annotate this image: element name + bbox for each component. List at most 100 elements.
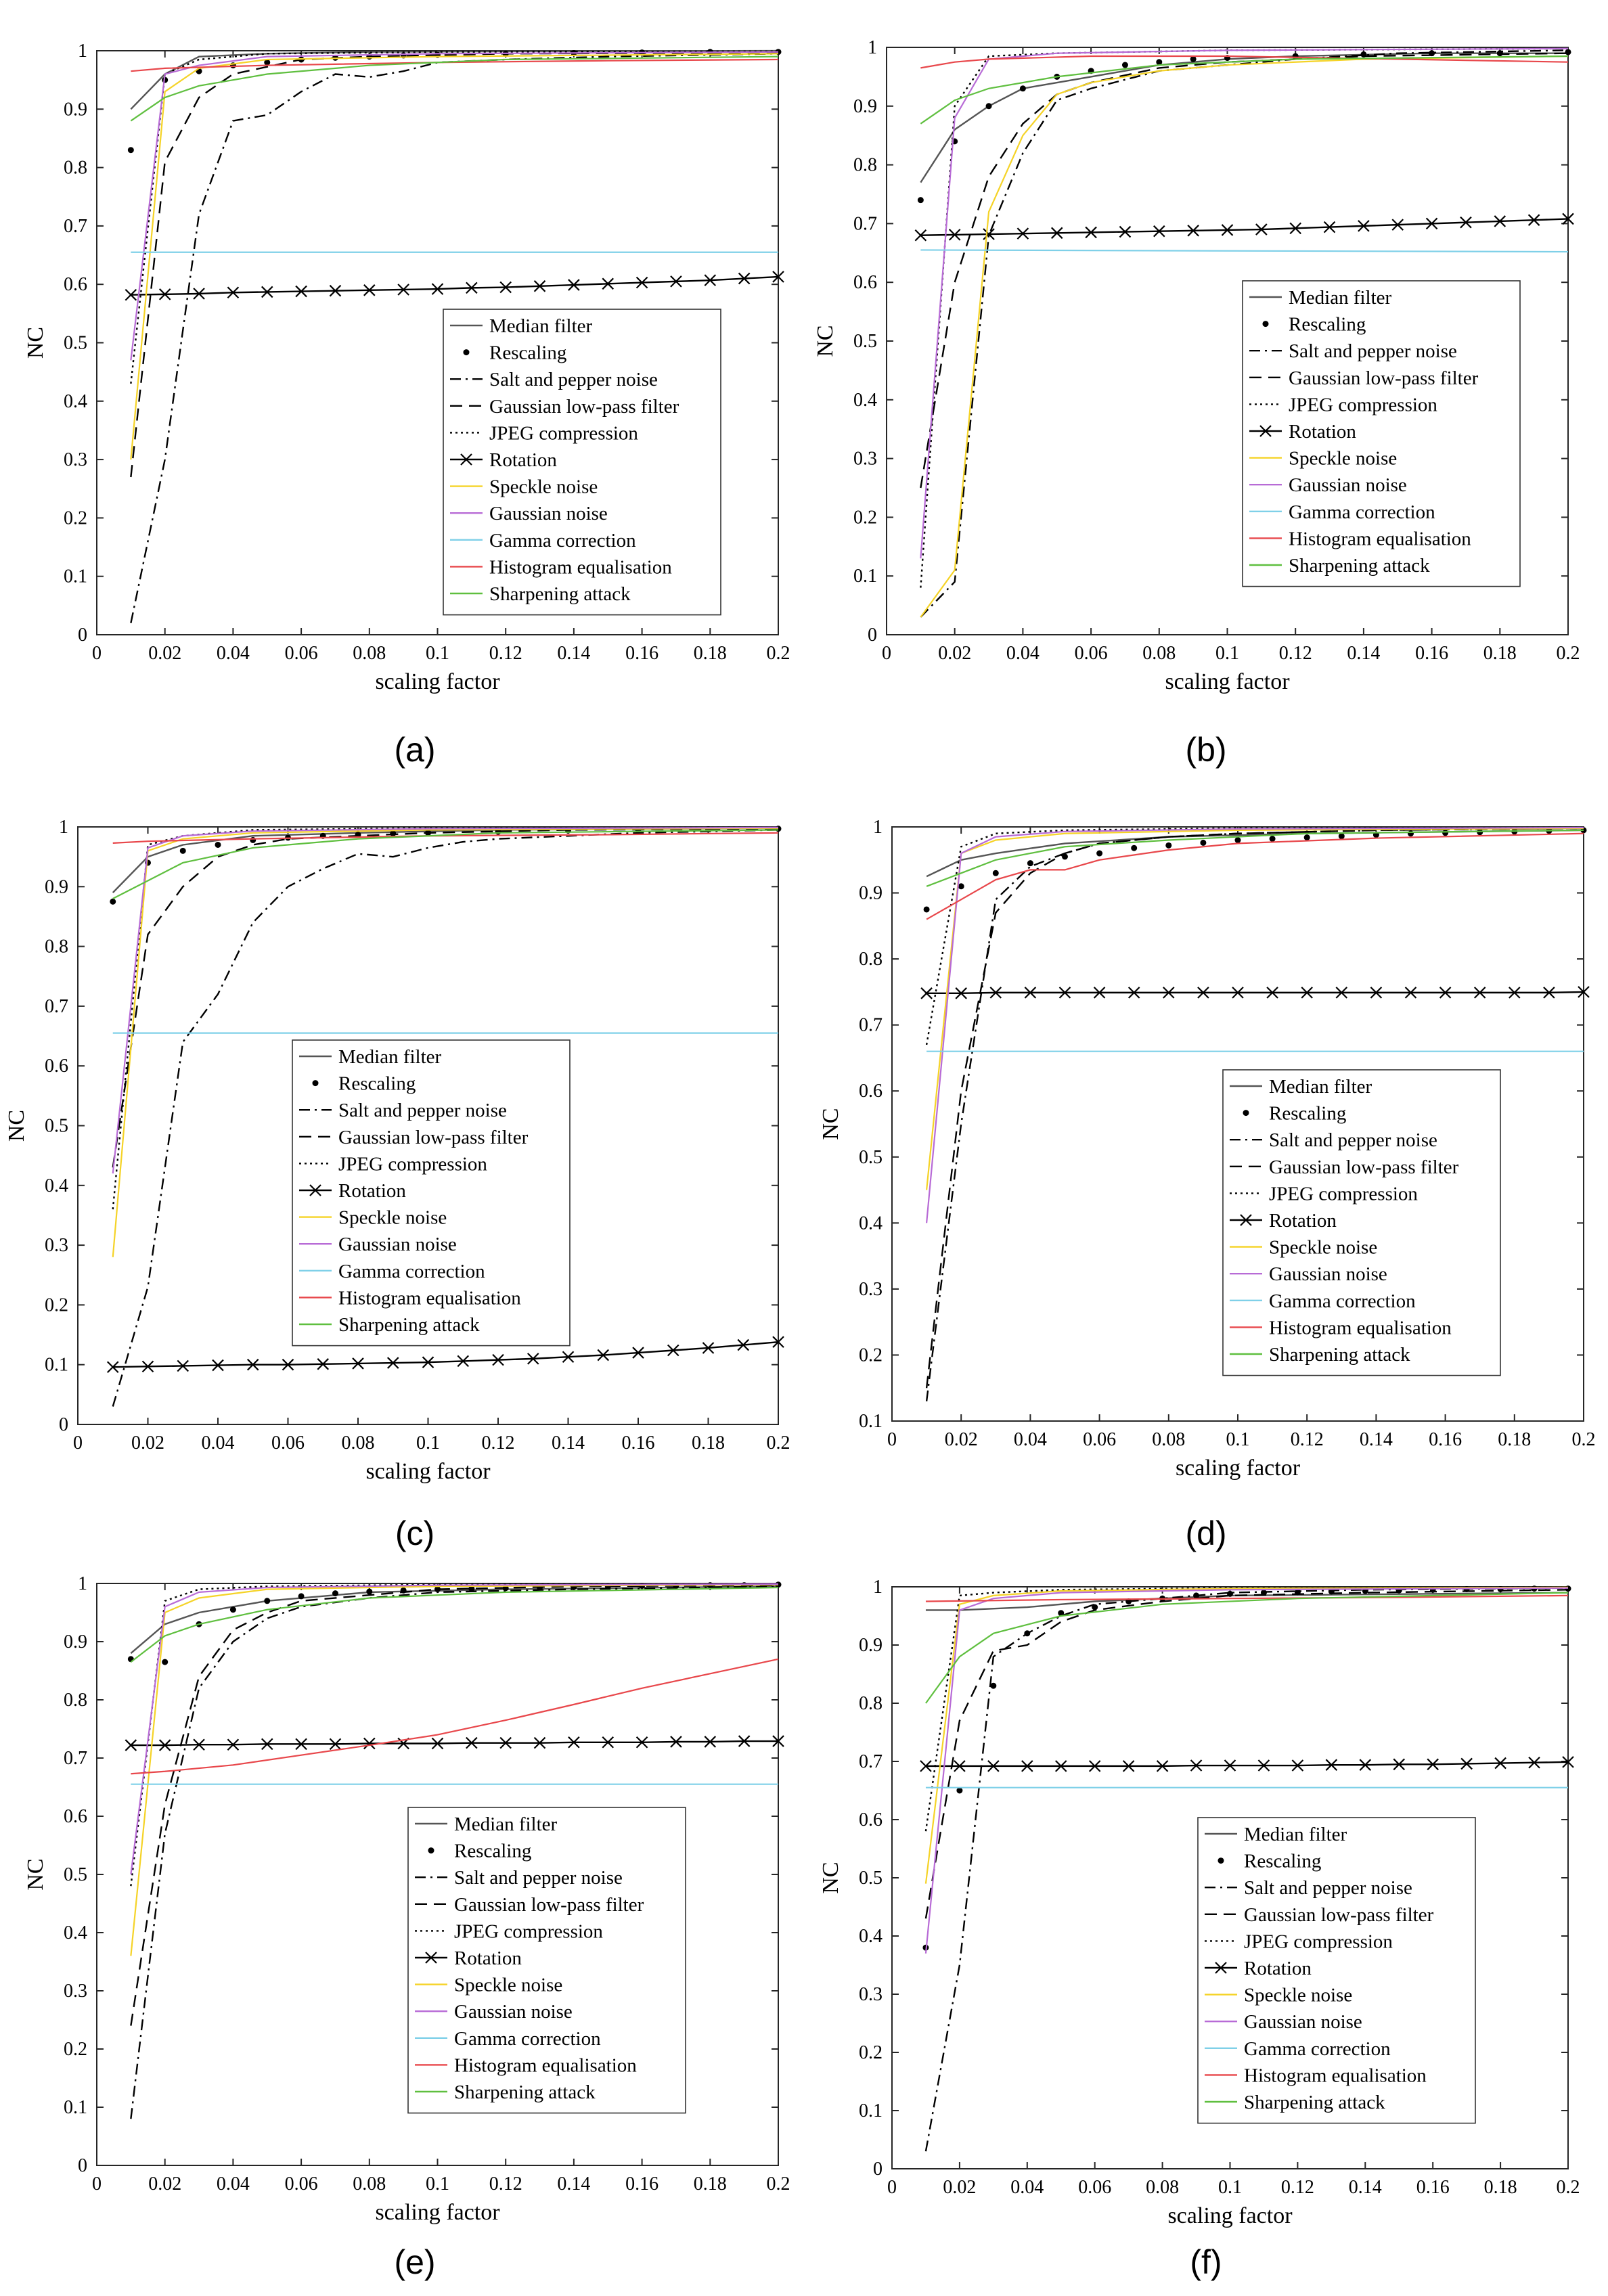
x-marker (772, 271, 784, 283)
x-marker (1359, 1759, 1372, 1771)
x-marker (363, 284, 376, 296)
data-point (1442, 830, 1449, 836)
x-tick-label: 0.2 (1557, 2177, 1580, 2198)
y-axis-label: NC (818, 1862, 843, 1893)
series-line (926, 991, 1584, 995)
x-marker (1494, 215, 1506, 227)
legend-label: Gaussian low-pass filter (1289, 367, 1479, 389)
y-tick-label: 0.1 (853, 566, 877, 587)
legend-item-gaussian-noise: Gaussian noise (1249, 474, 1407, 496)
legend-swatch (1218, 1858, 1224, 1864)
y-tick-label: 0.3 (45, 1235, 68, 1256)
data-point (958, 883, 964, 890)
x-marker (1358, 220, 1370, 232)
legend-item-gamma-correction: Gamma correction (450, 530, 636, 552)
y-tick-label: 0.4 (64, 391, 87, 412)
series-gaussian-low-pass-filter (112, 828, 779, 1168)
series-line (131, 1740, 778, 1747)
x-marker (1085, 226, 1097, 239)
legend-item-jpeg-compression: JPEG compression (1249, 394, 1437, 415)
y-tick-label: 0.4 (859, 1926, 883, 1947)
series-sharpening-attack (130, 55, 779, 122)
x-tick-label: 0.04 (217, 2174, 250, 2194)
x-tick-label: 0.14 (1347, 643, 1380, 664)
legend-item-gaussian-low-pass-filter: Gaussian low-pass filter (415, 1894, 644, 1916)
x-tick-label: 0.1 (1215, 643, 1239, 664)
x-marker (635, 276, 648, 289)
series-line (130, 1586, 779, 1663)
x-marker (431, 1737, 444, 1750)
legend-label: Gaussian noise (489, 503, 608, 524)
x-marker (1153, 225, 1165, 238)
panel-label: (a) (394, 731, 435, 769)
panel-label: (b) (1185, 731, 1226, 769)
data-point (1019, 85, 1026, 92)
series-line (130, 1583, 779, 1875)
legend-item-rescaling: Rescaling (463, 342, 566, 364)
y-tick-label: 1 (78, 1573, 87, 1594)
legend-label: Salt and pepper noise (489, 369, 658, 390)
x-marker (1323, 221, 1336, 233)
x-tick-label: 0 (92, 643, 102, 664)
x-marker (1370, 987, 1383, 999)
series-sharpening-attack (925, 1592, 1569, 1704)
legend: Median filter Rescaling Salt and pepper no… (1197, 1817, 1476, 2124)
legend-label: Gamma correction (338, 1261, 485, 1282)
data-point (434, 1586, 441, 1593)
x-marker (295, 285, 307, 298)
x-tick-label: 0.04 (1006, 643, 1040, 664)
series-rescaling (923, 827, 1587, 913)
y-axis-label: NC (818, 1108, 843, 1140)
series-line (926, 829, 1584, 887)
x-marker (1289, 222, 1301, 235)
legend-item-histogram-equalisation: Histogram equalisation (299, 1287, 521, 1309)
series-salt-and-pepper-noise (130, 53, 779, 623)
legend-item-sharpening-attack: Sharpening attack (1230, 1344, 1410, 1366)
x-marker (1257, 1759, 1270, 1772)
series-line (112, 832, 779, 844)
y-tick-label: 0.8 (64, 1690, 87, 1711)
legend-label: Sharpening attack (1269, 1344, 1410, 1366)
x-marker (1325, 1759, 1338, 1771)
x-marker (602, 277, 615, 290)
legend-x-marker (1215, 1962, 1227, 1974)
x-marker (1232, 987, 1244, 999)
series-line (130, 53, 779, 460)
x-tick-label: 0.08 (353, 643, 386, 664)
x-tick-label: 0.18 (692, 1433, 725, 1454)
legend-label: Sharpening attack (1289, 555, 1430, 577)
legend-label: Median filter (338, 1046, 442, 1068)
x-marker (1460, 216, 1472, 229)
legend-x-marker (1240, 1214, 1252, 1226)
x-marker (920, 987, 933, 999)
x-marker (1058, 987, 1071, 999)
data-point (1303, 834, 1310, 841)
y-tick-label: 0.3 (859, 1984, 883, 2005)
legend-item-gaussian-noise: Gaussian noise (450, 503, 608, 524)
x-tick-label: 0.02 (938, 643, 971, 664)
data-point (332, 1590, 338, 1597)
legend-label: Gamma correction (1244, 2038, 1391, 2060)
data-point (110, 898, 116, 905)
legend-label: Median filter (1289, 287, 1392, 309)
series-line (925, 827, 1584, 1389)
y-tick-label: 0.6 (45, 1056, 68, 1077)
y-axis-label: NC (23, 327, 48, 359)
series-line (112, 829, 779, 1407)
legend-item-sharpening-attack: Sharpening attack (299, 1314, 480, 1336)
legend-item-gaussian-noise: Gaussian noise (1205, 2011, 1362, 2033)
y-tick-label: 0.7 (859, 1751, 883, 1772)
y-tick-label: 0.3 (859, 1279, 883, 1300)
legend-label: Rotation (1289, 421, 1356, 443)
legend-item-histogram-equalisation: Histogram equalisation (1230, 1317, 1452, 1338)
y-tick-label: 0.6 (64, 1806, 87, 1827)
x-tick-label: 0.08 (342, 1433, 375, 1454)
x-marker (492, 1353, 504, 1366)
y-tick-label: 1 (873, 817, 883, 838)
x-tick-label: 0.14 (1349, 2177, 1382, 2198)
data-point (1131, 845, 1138, 851)
legend-item-histogram-equalisation: Histogram equalisation (1249, 528, 1471, 549)
x-tick-label: 0.06 (1075, 643, 1108, 664)
x-tick-label: 0.2 (767, 1433, 790, 1454)
x-tick-label: 0.18 (1484, 2177, 1517, 2198)
